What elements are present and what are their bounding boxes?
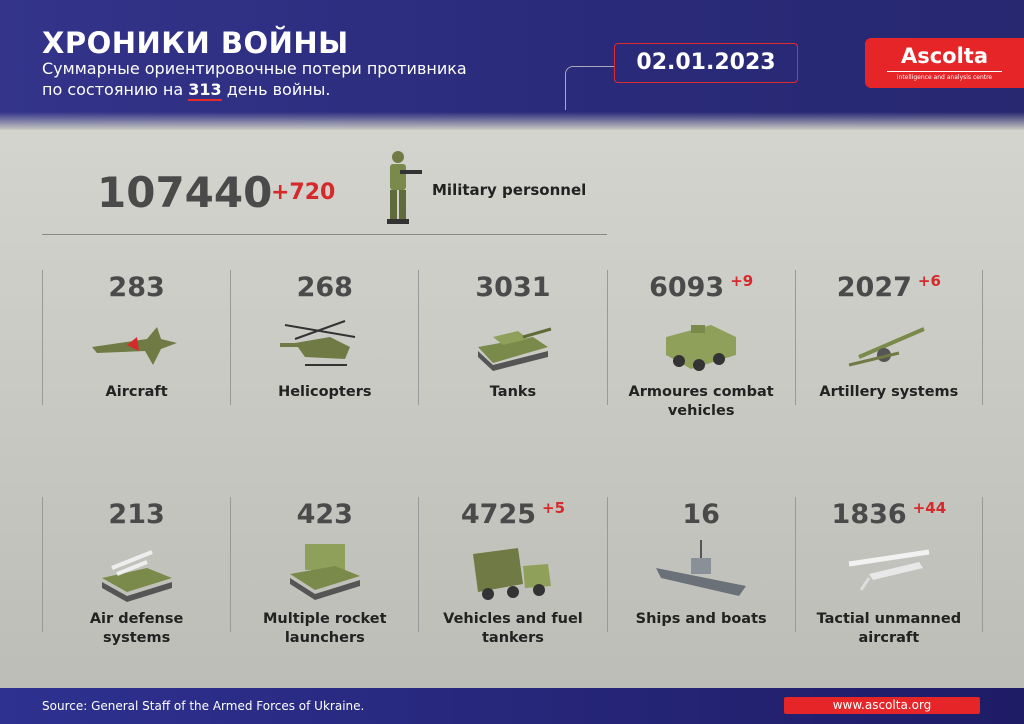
stat-value: 3031 bbox=[419, 272, 606, 303]
stat-label: Helicopters bbox=[278, 384, 372, 400]
footer: Source: General Staff of the Armed Force… bbox=[0, 688, 1024, 724]
personnel-value: 107440 bbox=[97, 168, 273, 217]
subtitle-line1: Суммарные ориентировочные потери противн… bbox=[42, 59, 467, 78]
stat-label: Multiple rocket launchers bbox=[262, 611, 387, 646]
website-link[interactable]: www.ascolta.org bbox=[784, 697, 980, 714]
tank-icon bbox=[477, 327, 552, 371]
logo-tagline: intelligence and analysis centre bbox=[887, 71, 1002, 81]
header: ХРОНИКИ ВОЙНЫ Суммарные ориентировочные … bbox=[0, 0, 1024, 130]
helicopter-icon bbox=[279, 320, 355, 366]
stat-number: 213 bbox=[108, 499, 165, 530]
stat-rocket-launcher: 423 Multiple rocket launchers bbox=[230, 497, 418, 646]
stat-value: 1836 +44 bbox=[796, 499, 982, 530]
stat-number: 3031 bbox=[475, 272, 551, 303]
logo: Ascolta intelligence and analysis centre bbox=[865, 38, 1024, 88]
source-text: Source: General Staff of the Armed Force… bbox=[42, 699, 365, 713]
stat-label: Vehicles and fuel tankers bbox=[443, 611, 583, 646]
stat-artillery: 2027 +6 Artillery systems bbox=[794, 270, 983, 405]
stat-air-defense: 213 Air defense systems bbox=[42, 497, 230, 646]
stat-drone: 1836 +44 Tactial unmanned aircraft bbox=[794, 497, 983, 646]
personnel-delta: +720 bbox=[271, 180, 336, 205]
stat-truck: 4725 +5 Vehicles and fuel tankers bbox=[418, 497, 606, 646]
stat-value: 423 bbox=[231, 499, 418, 530]
stat-tank: 3031 Tanks bbox=[418, 270, 606, 405]
truck-icon bbox=[472, 548, 551, 600]
soldier-icon bbox=[387, 151, 422, 224]
stat-helicopter: 268 Helicopters bbox=[230, 270, 418, 405]
stat-delta: +44 bbox=[912, 499, 947, 517]
logo-name: Ascolta bbox=[900, 44, 989, 68]
stat-value: 4725 +5 bbox=[419, 499, 606, 530]
stat-number: 1836 bbox=[831, 499, 907, 530]
stat-number: 16 bbox=[682, 499, 720, 530]
stat-aircraft: 283 Aircraft bbox=[42, 270, 230, 405]
drone-icon bbox=[848, 549, 930, 591]
stat-label: Armoures combat vehicles bbox=[628, 384, 774, 419]
ship-icon bbox=[656, 540, 747, 596]
day-number: 313 bbox=[188, 80, 222, 101]
equipment-row-2: 213 Air defense systems 423 Multiple rocket… bbox=[42, 497, 983, 646]
stat-label: Tanks bbox=[489, 384, 537, 400]
stat-value: 268 bbox=[231, 272, 418, 303]
stat-value: 213 bbox=[43, 499, 230, 530]
personnel-label: Military personnel bbox=[432, 181, 587, 199]
stat-number: 4725 bbox=[460, 499, 537, 530]
stat-label: Artillery systems bbox=[819, 384, 959, 400]
subtitle-post: день войны. bbox=[226, 80, 331, 99]
subtitle: Суммарные ориентировочные потери противн… bbox=[42, 58, 467, 101]
rocket-launcher-icon bbox=[289, 544, 360, 600]
stat-value: 2027 +6 bbox=[796, 272, 982, 303]
page-title: ХРОНИКИ ВОЙНЫ bbox=[42, 26, 349, 60]
stat-delta: +9 bbox=[730, 272, 754, 290]
date-badge: 02.01.2023 bbox=[614, 43, 798, 83]
stat-label: Air defense systems bbox=[89, 611, 184, 646]
stat-delta: +5 bbox=[542, 499, 566, 517]
stat-number: 423 bbox=[296, 499, 353, 530]
stat-value: 6093 +9 bbox=[608, 272, 795, 303]
subtitle-pre: по состоянию на bbox=[42, 80, 184, 99]
connector-line bbox=[565, 66, 615, 110]
apc-icon bbox=[666, 325, 737, 371]
stat-number: 268 bbox=[296, 272, 353, 303]
stat-apc: 6093 +9 Armoures combat vehicles bbox=[606, 270, 795, 419]
stat-number: 2027 bbox=[836, 272, 912, 303]
stat-value: 283 bbox=[43, 272, 230, 303]
air-defense-icon bbox=[101, 550, 172, 602]
aircraft-icon bbox=[91, 327, 177, 365]
stat-label: Tactial unmanned aircraft bbox=[816, 611, 962, 646]
stat-delta: +6 bbox=[917, 272, 941, 290]
stat-label: Ships and boats bbox=[635, 611, 767, 627]
stat-ship: 16 Ships and boats bbox=[606, 497, 795, 632]
subtitle-line2: по состоянию на 313 день войны. bbox=[42, 79, 467, 101]
stat-number: 283 bbox=[108, 272, 165, 303]
divider bbox=[42, 234, 607, 235]
stat-number: 6093 bbox=[649, 272, 725, 303]
stat-value: 16 bbox=[608, 499, 795, 530]
stat-label: Aircraft bbox=[105, 384, 168, 400]
artillery-icon bbox=[848, 327, 925, 367]
equipment-row-1: 283 Aircraft 268 Helicopters 3031 Tanks 6093 +9… bbox=[42, 270, 983, 419]
